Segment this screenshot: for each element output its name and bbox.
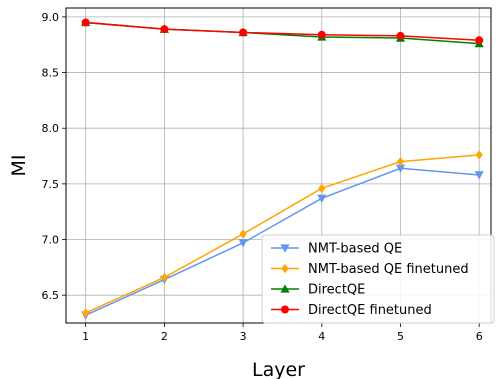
- legend-marker: [280, 244, 290, 253]
- x-tick-label: 4: [318, 330, 325, 343]
- legend: NMT-based QE NMT-based QE finetuned Direct…: [261, 234, 495, 324]
- data-point: [317, 194, 327, 203]
- legend-item: NMT-based QE: [271, 242, 402, 257]
- data-point: [238, 239, 248, 248]
- data-point: [396, 31, 405, 40]
- series-line: [85, 21, 480, 42]
- data-point: [239, 229, 247, 239]
- legend-marker: [281, 305, 289, 314]
- y-tick-label: 8.5: [42, 67, 60, 80]
- data-point: [396, 157, 405, 167]
- data-point: [81, 308, 90, 318]
- y-tick-label: 9.0: [42, 11, 60, 24]
- legend-marker: [281, 263, 289, 274]
- y-axis-label: MI: [8, 155, 30, 177]
- x-tick-label: 3: [240, 330, 247, 343]
- data-point: [475, 36, 484, 45]
- data-point: [318, 183, 326, 193]
- series-line: [85, 167, 480, 316]
- axis-ticks: 1 2 3 4 5 6 6.5 7.0 7.5 8.0 8.5 9.0: [42, 11, 483, 343]
- data-point: [160, 272, 169, 282]
- series-line: [85, 154, 480, 314]
- grid: [66, 8, 491, 323]
- y-tick-label: 6.5: [42, 289, 60, 302]
- y-tick-label: 8.0: [42, 122, 60, 135]
- data-point: [239, 28, 248, 37]
- y-tick-label: 7.0: [42, 234, 60, 247]
- legend-label: DirectQE: [308, 283, 365, 298]
- x-axis-label: Layer: [252, 359, 305, 379]
- legend-marker: [280, 284, 290, 293]
- legend-item: NMT-based QE finetuned: [271, 262, 469, 277]
- data-point: [81, 18, 90, 27]
- legend-label: NMT-based QE finetuned: [308, 262, 469, 277]
- y-tick-label: 7.5: [42, 178, 60, 191]
- series-directqe-finetuned: [81, 18, 484, 45]
- x-tick-label: 6: [476, 330, 483, 343]
- data-point: [160, 25, 169, 34]
- data-point: [475, 150, 483, 160]
- x-tick-label: 5: [397, 330, 404, 343]
- legend-item: DirectQE finetuned: [271, 303, 432, 318]
- series-layer: [81, 17, 484, 320]
- x-tick-label: 2: [161, 330, 168, 343]
- legend-box: [261, 234, 495, 324]
- legend-label: NMT-based QE: [308, 242, 402, 257]
- data-point: [395, 164, 406, 173]
- data-point: [317, 30, 326, 39]
- legend-label: DirectQE finetuned: [308, 303, 432, 318]
- series-nmt-based-qe-finetuned: [81, 150, 483, 318]
- data-point: [474, 171, 484, 180]
- x-tick-label: 1: [82, 330, 89, 343]
- legend-item: DirectQE: [271, 283, 365, 298]
